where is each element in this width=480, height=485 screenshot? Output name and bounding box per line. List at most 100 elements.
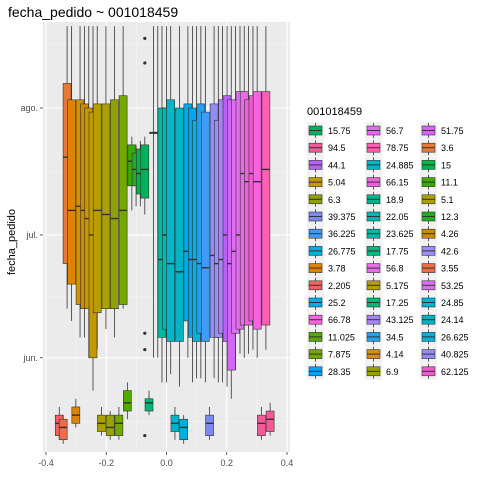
box-body [110, 99, 119, 309]
legend-label: 28.35 [328, 367, 351, 377]
legend-label: 3.6 [441, 143, 454, 153]
boxplot [179, 415, 188, 444]
legend-label: 42.6 [441, 246, 459, 256]
legend-entry: 15.75 [307, 122, 351, 139]
legend-entry: 24.14 [420, 311, 464, 329]
legend-label: 5.1 [441, 195, 454, 205]
legend-entry: 56.8 [365, 259, 404, 277]
legend-entry: 18.9 [365, 190, 404, 208]
legend-label: 66.15 [386, 178, 409, 188]
boxplot [118, 26, 128, 309]
box-body [257, 414, 266, 436]
legend-entry: 6.3 [307, 190, 341, 208]
legend-entry: 11.1 [420, 173, 458, 191]
legend-label: 26.775 [328, 246, 356, 256]
legend-label: 25.2 [328, 298, 346, 308]
legend-entry: 56.7 [365, 122, 404, 139]
legend-label: 78.75 [386, 143, 409, 153]
legend-label: 5.04 [328, 178, 346, 188]
legend-entry: 5.175 [365, 276, 409, 294]
boxplot [175, 26, 184, 387]
legend-entry: 11.025 [307, 328, 355, 346]
legend-label: 51.75 [441, 126, 464, 136]
box-body [67, 99, 76, 285]
legend-label: 15 [441, 160, 451, 170]
y-tick-label: jul. [25, 230, 38, 240]
box-body [175, 107, 184, 342]
x-tick-label: -0.4 [38, 458, 54, 468]
boxplot [261, 26, 271, 350]
legend-entry: 5.04 [307, 173, 346, 191]
boxplot [205, 406, 214, 440]
box-body [92, 103, 102, 314]
legend-label: 22.05 [386, 212, 409, 222]
x-tick-label: 0.4 [281, 458, 294, 468]
legend-entry: 44.1 [307, 156, 346, 174]
box-body [144, 398, 154, 412]
boxplot [67, 26, 76, 321]
legend-label: 15.75 [328, 126, 351, 136]
boxplot [71, 398, 81, 428]
legend-entry: 78.75 [365, 139, 409, 157]
boxplot [170, 406, 180, 440]
legend-label: 40.825 [441, 350, 469, 360]
legend-entry: 23.625 [365, 225, 414, 243]
legend-label: 23.625 [386, 229, 414, 239]
box-body [101, 103, 111, 309]
legend-label: 11.1 [441, 178, 458, 188]
boxplot [218, 26, 227, 383]
boxplot [92, 26, 102, 350]
legend-entry: 51.75 [420, 122, 464, 139]
x-tick-label: -0.2 [98, 458, 114, 468]
legend-entry: 12.3 [420, 208, 459, 225]
y-axis-label: fecha_pedido [6, 209, 18, 275]
boxplots [54, 26, 275, 444]
legend-entry: 3.6 [420, 139, 454, 157]
legend-label: 7.875 [328, 350, 351, 360]
legend-label: 44.1 [328, 160, 346, 170]
box-body [114, 414, 124, 436]
box-body [205, 414, 214, 436]
legend-label: 17.75 [386, 246, 409, 256]
legend-entry: 40.825 [420, 345, 469, 363]
outlier-point [143, 61, 147, 65]
legend-entry: 3.78 [307, 259, 346, 277]
legend-entry: 4.14 [365, 345, 404, 363]
legend-entry: 17.75 [365, 242, 409, 260]
legend-label: 11.025 [328, 332, 355, 342]
legend-label: 94.5 [328, 143, 346, 153]
legend-entry: 34.5 [365, 328, 404, 346]
legend-label: 6.9 [386, 367, 399, 377]
box-body [118, 95, 128, 305]
legend-entry: 28.35 [307, 362, 351, 380]
legend-entry: 4.26 [420, 225, 459, 243]
boxplot [166, 26, 176, 375]
boxplot [101, 26, 111, 330]
box-body [58, 418, 68, 441]
legend-entry: 6.9 [365, 362, 399, 380]
y-tick-label: ago. [20, 103, 38, 113]
boxplot [265, 402, 275, 436]
legend-label: 26.625 [441, 332, 469, 342]
box-body [140, 144, 150, 199]
legend-label: 24.885 [386, 160, 414, 170]
legend-label: 6.3 [328, 195, 341, 205]
legend-entry: 3.55 [420, 259, 459, 277]
legend-entry: 36.225 [307, 225, 356, 243]
legend-entry: 7.875 [307, 345, 351, 363]
legend-label: 24.14 [441, 315, 464, 325]
legend-entry: 62.125 [420, 362, 469, 380]
legend-label: 18.9 [386, 195, 404, 205]
legend-label: 4.14 [386, 350, 404, 360]
boxplot [144, 390, 154, 416]
box-body [252, 91, 262, 330]
legend-label: 3.55 [441, 264, 459, 274]
box-body [201, 111, 210, 342]
legend-entry: 26.775 [307, 242, 356, 260]
box-body [105, 414, 115, 436]
boxplot [201, 26, 210, 383]
x-tick-label: 0.0 [160, 458, 173, 468]
box-body [265, 410, 275, 432]
